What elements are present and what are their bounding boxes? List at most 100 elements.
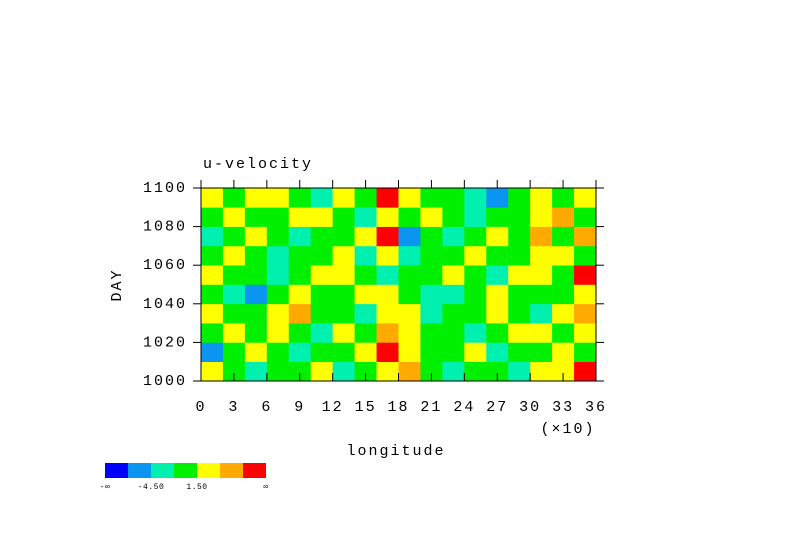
heat-cell: [266, 303, 290, 324]
heat-cell: [244, 245, 268, 266]
heat-cell: [376, 342, 399, 362]
heat-cell: [310, 303, 333, 324]
heat-cell: [222, 207, 246, 227]
heat-cell: [332, 342, 355, 362]
x-tick-label: 36: [585, 399, 607, 416]
heat-cell: [486, 342, 509, 362]
x-tick-label: 0: [195, 399, 206, 416]
heat-cell: [376, 245, 399, 266]
x-tick-label: 12: [322, 399, 344, 416]
heat-cell: [354, 361, 377, 382]
heat-cell: [574, 303, 597, 324]
heat-cell: [222, 226, 246, 247]
heat-cell: [222, 342, 246, 362]
x-axis-label: longitude: [346, 443, 445, 460]
heat-cell: [442, 284, 465, 305]
heat-cell: [552, 265, 575, 285]
heat-cell: [442, 342, 465, 362]
heat-cell: [310, 207, 333, 227]
heat-cell: [486, 226, 509, 247]
heat-cell: [354, 284, 377, 305]
heat-cell: [244, 226, 268, 247]
heat-cell: [201, 303, 224, 324]
colorbar-box: [151, 463, 174, 478]
heat-cell: [266, 361, 290, 382]
heat-cell: [420, 226, 443, 247]
heat-cell: [398, 323, 421, 343]
x-tick-label: 9: [294, 399, 305, 416]
heat-cell: [530, 303, 553, 324]
heat-cell: [574, 265, 597, 285]
heat-cell: [486, 361, 509, 382]
heat-cell: [420, 188, 443, 208]
heat-cell: [398, 284, 421, 305]
colorbar-label: ∞: [263, 483, 268, 492]
heat-cell: [574, 188, 597, 208]
heat-cell: [266, 207, 290, 227]
heat-cell: [201, 361, 224, 382]
heat-cell: [420, 245, 443, 266]
heat-cell: [530, 265, 553, 285]
heat-cell: [244, 342, 268, 362]
heat-cell: [552, 207, 575, 227]
heat-cell: [398, 245, 421, 266]
heat-cell: [398, 303, 421, 324]
x-tick-label: 24: [453, 399, 475, 416]
heat-cell: [244, 323, 268, 343]
heat-cell: [486, 284, 509, 305]
heat-cell: [244, 188, 268, 208]
heat-cell: [398, 188, 421, 208]
heat-cell: [530, 323, 553, 343]
heat-cell: [288, 303, 312, 324]
heat-cell: [332, 265, 355, 285]
heat-cell: [266, 342, 290, 362]
heat-cell: [266, 226, 290, 247]
heat-cell: [420, 323, 443, 343]
heat-cell: [310, 245, 333, 266]
heat-cell: [354, 207, 377, 227]
heat-cell: [464, 207, 487, 227]
heat-cell: [201, 207, 224, 227]
colorbar-box: [105, 463, 128, 478]
heat-cell: [266, 245, 290, 266]
heat-cell: [508, 265, 531, 285]
heat-cell: [574, 226, 597, 247]
heat-cell: [310, 361, 333, 382]
heat-cell: [442, 323, 465, 343]
heat-cell: [508, 207, 531, 227]
x-tick-label: 33: [552, 399, 574, 416]
heat-cell: [266, 188, 290, 208]
heat-cell: [222, 303, 246, 324]
heat-cell: [332, 323, 355, 343]
heat-cell: [332, 245, 355, 266]
heat-cell: [530, 342, 553, 362]
heat-cell: [420, 207, 443, 227]
heat-cell: [376, 265, 399, 285]
heat-cell: [354, 323, 377, 343]
heat-cell: [530, 284, 553, 305]
heat-cell: [486, 303, 509, 324]
heat-cell: [574, 361, 597, 382]
chart-title: u-velocity: [203, 156, 313, 173]
heat-cell: [508, 342, 531, 362]
heat-cell: [244, 361, 268, 382]
heat-cell: [420, 265, 443, 285]
x-tick-label: 18: [387, 399, 409, 416]
heat-cell: [332, 226, 355, 247]
x-tick-label: 15: [355, 399, 377, 416]
heat-cell: [222, 265, 246, 285]
heat-cell: [288, 207, 312, 227]
heat-cell: [332, 207, 355, 227]
colorbar-label: -∞: [100, 483, 111, 492]
heat-cell: [222, 188, 246, 208]
heat-cell: [464, 188, 487, 208]
heat-cell: [222, 245, 246, 266]
heat-cell: [552, 226, 575, 247]
heat-cell: [464, 303, 487, 324]
heat-cell: [464, 361, 487, 382]
heat-cell: [552, 303, 575, 324]
heat-cell: [508, 284, 531, 305]
heat-cell: [288, 361, 312, 382]
heat-cell: [486, 207, 509, 227]
